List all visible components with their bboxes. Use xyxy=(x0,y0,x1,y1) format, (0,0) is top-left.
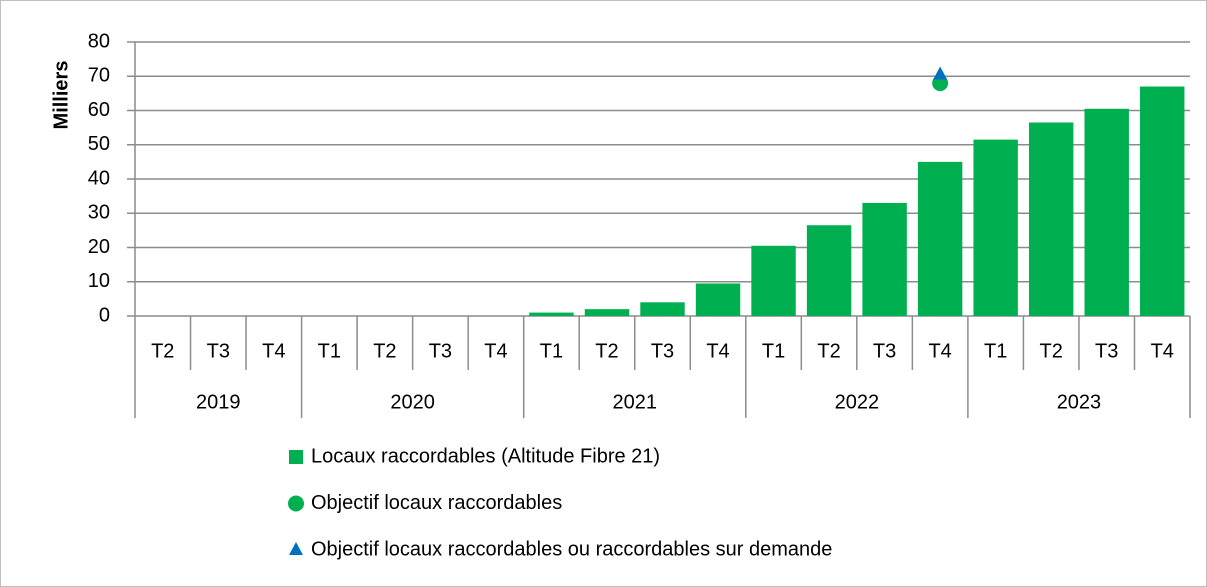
x-tick-label: T2 xyxy=(1040,340,1063,362)
bar xyxy=(806,225,852,316)
bar xyxy=(751,245,796,316)
x-tick-label: T2 xyxy=(817,340,840,362)
x-tick-label: T2 xyxy=(595,340,618,362)
y-tick-label: 30 xyxy=(88,202,110,224)
group-label: 2020 xyxy=(390,391,435,413)
x-tick-label: T3 xyxy=(207,340,230,362)
marker xyxy=(933,66,948,80)
bar xyxy=(973,139,1018,316)
bar xyxy=(917,161,963,316)
x-tick-label: T4 xyxy=(1151,340,1174,362)
group-label: 2022 xyxy=(835,391,880,413)
x-tick-label: T4 xyxy=(706,340,729,362)
y-tick-label: 50 xyxy=(88,133,110,155)
bar xyxy=(640,302,685,316)
x-tick-label: T4 xyxy=(262,340,285,362)
legend-swatch xyxy=(289,542,303,555)
y-tick-label: 10 xyxy=(88,270,110,292)
y-tick-label: 0 xyxy=(99,304,110,326)
x-tick-label: T1 xyxy=(984,340,1007,362)
legend-swatch xyxy=(288,495,304,512)
x-tick-label: T2 xyxy=(373,340,396,362)
y-tick-label: 80 xyxy=(88,30,110,52)
group-label: 2019 xyxy=(196,391,241,413)
group-label: 2023 xyxy=(1057,391,1102,413)
bar xyxy=(862,202,907,316)
bar xyxy=(1028,122,1074,316)
x-tick-label: T3 xyxy=(651,340,674,362)
bar xyxy=(584,309,630,316)
x-tick-label: T1 xyxy=(318,340,341,362)
y-axis-label: Milliers xyxy=(50,61,72,130)
y-tick-label: 40 xyxy=(88,167,110,189)
y-tick-label: 60 xyxy=(88,99,110,121)
x-tick-label: T3 xyxy=(873,340,896,362)
legend-label: Locaux raccordables (Altitude Fibre 21) xyxy=(311,445,660,467)
bar xyxy=(1084,108,1129,316)
x-tick-label: T3 xyxy=(429,340,452,362)
y-tick-label: 70 xyxy=(88,65,110,87)
x-tick-label: T3 xyxy=(1095,340,1118,362)
x-tick-label: T4 xyxy=(484,340,507,362)
legend-swatch xyxy=(289,450,303,464)
bar xyxy=(529,312,574,316)
group-label: 2021 xyxy=(612,391,657,413)
x-tick-label: T1 xyxy=(762,340,785,362)
legend-label: Objectif locaux raccordables xyxy=(311,492,562,514)
x-tick-label: T2 xyxy=(151,340,174,362)
bar xyxy=(695,283,741,316)
legend-label: Objectif locaux raccordables ou raccorda… xyxy=(311,538,832,560)
y-tick-label: 20 xyxy=(88,236,110,258)
bar xyxy=(1140,86,1185,317)
x-tick-label: T1 xyxy=(540,340,563,362)
x-tick-label: T4 xyxy=(928,340,951,362)
